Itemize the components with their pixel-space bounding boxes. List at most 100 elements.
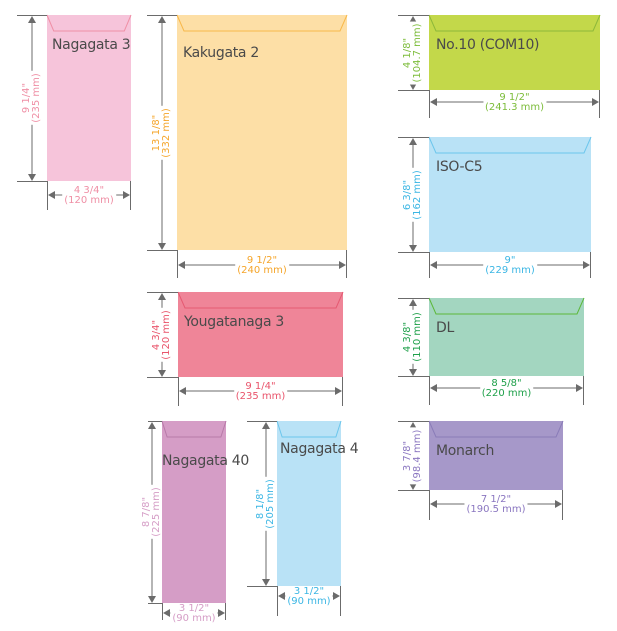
- arrow-down-icon: [409, 369, 417, 376]
- arrow-down-icon: [409, 483, 417, 490]
- height-label: 9 1/4" (235 mm): [21, 71, 42, 125]
- arrow-down-icon: [148, 596, 156, 603]
- width-mm: (229 mm): [485, 265, 535, 276]
- arrow-left-icon: [430, 98, 437, 106]
- arrow-left-icon: [430, 384, 437, 392]
- height-label: 3 7/8" (98.4 mm): [402, 427, 423, 484]
- arrow-left-icon: [430, 261, 437, 269]
- envelope-monarch: [429, 421, 563, 490]
- width-mm: (120 mm): [64, 195, 114, 206]
- envelope-flap: [46, 14, 132, 32]
- arrow-up-icon: [262, 422, 270, 429]
- arrow-right-icon: [339, 261, 346, 269]
- height-mm: (162 mm): [412, 169, 423, 220]
- envelope-name: ISO-C5: [436, 159, 483, 175]
- arrow-right-icon: [583, 261, 590, 269]
- arrow-up-icon: [409, 299, 417, 306]
- arrow-left-icon: [430, 500, 437, 508]
- envelope-name: Nagagata 4: [280, 441, 359, 457]
- arrow-down-icon: [28, 174, 36, 181]
- width-label: 4 3/4" (120 mm): [62, 186, 116, 206]
- envelope-iso-c5: [429, 137, 591, 252]
- width-inches: 3 1/2": [293, 586, 325, 597]
- height-label: 13 1/8" (332 mm): [151, 105, 172, 160]
- width-mm: (90 mm): [172, 613, 216, 624]
- arrow-right-icon: [555, 500, 562, 508]
- arrow-right-icon: [218, 609, 225, 617]
- arrow-right-icon: [592, 98, 599, 106]
- width-inches: 9 1/4": [245, 381, 276, 392]
- width-mm: (220 mm): [481, 388, 532, 399]
- height-mm: (332 mm): [161, 107, 172, 158]
- arrow-left-icon: [179, 387, 186, 395]
- width-label: 9 1/2" (241.3 mm): [482, 92, 547, 113]
- envelope-name: Nagagata 3: [52, 37, 131, 53]
- envelope-name: Yougatanaga 3: [184, 314, 285, 330]
- height-label: 6 3/8" (162 mm): [402, 167, 423, 222]
- arrow-down-icon: [158, 370, 166, 377]
- height-label: 8 1/8" (205 mm): [255, 476, 276, 531]
- envelope-flap: [177, 291, 344, 309]
- arrow-up-icon: [28, 16, 36, 23]
- envelope-flap: [428, 136, 592, 154]
- arrow-up-icon: [409, 138, 417, 145]
- envelope-nagagata-40: [162, 421, 226, 603]
- arrow-left-icon: [178, 261, 185, 269]
- envelope-flap: [428, 14, 601, 32]
- arrow-down-icon: [262, 579, 270, 586]
- envelope-no-10-com10: [429, 15, 600, 90]
- height-mm: (120 mm): [161, 309, 172, 360]
- width-inches: 9 1/2": [499, 92, 530, 103]
- height-label: 4 3/4" (120 mm): [151, 307, 172, 362]
- width-label: 9 1/2" (240 mm): [235, 256, 289, 276]
- arrow-up-icon: [158, 293, 166, 300]
- envelope-name: Monarch: [436, 443, 495, 459]
- envelope-flap: [428, 420, 564, 438]
- envelope-flap: [161, 420, 227, 438]
- height-mm: (110 mm): [412, 312, 423, 362]
- arrow-down-icon: [409, 245, 417, 252]
- arrow-right-icon: [576, 384, 583, 392]
- width-label: 3 1/2" (90 mm): [285, 586, 333, 607]
- width-inches: 3 1/2": [178, 603, 210, 614]
- envelope-name: Nagagata 40: [162, 453, 250, 469]
- width-mm: (241.3 mm): [484, 102, 545, 113]
- arrow-up-icon: [148, 422, 156, 429]
- arrow-right-icon: [123, 191, 130, 199]
- width-label: 8 5/8" (220 mm): [479, 378, 534, 399]
- width-label: 3 1/2" (90 mm): [170, 603, 218, 624]
- envelope-flap: [276, 420, 342, 438]
- height-mm: (98.4 mm): [412, 429, 423, 482]
- arrow-left-icon: [163, 609, 170, 617]
- width-label: 7 1/2" (190.5 mm): [464, 494, 528, 515]
- envelope-dl: [429, 298, 584, 376]
- height-label: 4 3/8" (110 mm): [402, 310, 423, 364]
- height-mm: (235 mm): [31, 73, 42, 123]
- width-inches: 4 3/4": [73, 185, 105, 196]
- height-label: 8 7/8" (225 mm): [141, 485, 162, 539]
- envelope-name: No.10 (COM10): [436, 37, 540, 53]
- width-mm: (190.5 mm): [466, 504, 526, 515]
- arrow-left-icon: [48, 191, 55, 199]
- height-label: 4 1/8" (104.7 mm): [402, 20, 423, 85]
- arrow-right-icon: [333, 592, 340, 600]
- envelope-nagagata-4: [277, 421, 341, 586]
- height-mm: (225 mm): [151, 487, 162, 537]
- envelope-nagagata-3: [47, 15, 131, 181]
- envelope-flap: [428, 297, 585, 315]
- width-inches: 8 5/8": [491, 378, 522, 389]
- height-mm: (205 mm): [265, 478, 276, 529]
- arrow-right-icon: [335, 387, 342, 395]
- width-label: 9" (229 mm): [483, 256, 537, 276]
- width-mm: (235 mm): [235, 391, 286, 402]
- envelope-name: DL: [436, 320, 454, 336]
- width-mm: (90 mm): [287, 596, 331, 607]
- arrow-down-icon: [409, 83, 417, 90]
- envelope-kakugata-2: [177, 15, 347, 250]
- envelope-name: Kakugata 2: [183, 45, 259, 61]
- width-inches: 7 1/2": [480, 494, 512, 505]
- envelope-flap: [176, 14, 348, 32]
- arrow-up-icon: [158, 16, 166, 23]
